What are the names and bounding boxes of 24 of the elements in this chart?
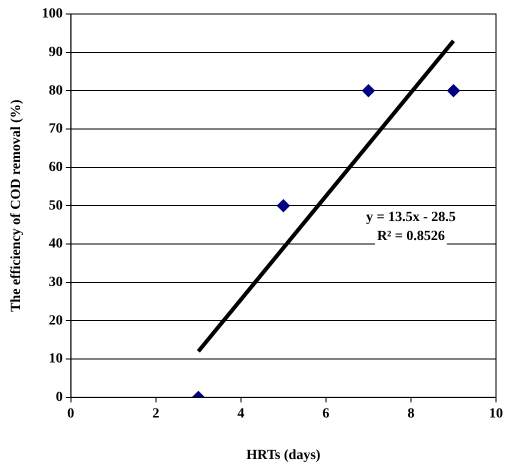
y-tick-label: 0	[56, 390, 63, 406]
x-tick-label: 2	[152, 406, 160, 422]
x-tick-label: 6	[322, 406, 330, 422]
y-tick-label: 90	[48, 44, 63, 60]
y-tick-label: 10	[48, 352, 63, 367]
y-tick-label: 60	[48, 160, 63, 175]
y-axis-title: The efficiency of COD removal (%)	[9, 99, 24, 312]
annotation: y = 13.5x - 28.5	[366, 210, 456, 225]
annotation: R² = 0.8526	[377, 228, 445, 244]
x-axis-title: HRTs (days)	[246, 448, 321, 464]
x-tick-label: 10	[489, 406, 503, 422]
y-tick-label: 50	[48, 198, 63, 214]
point	[446, 84, 460, 98]
y-tick-label: 70	[48, 122, 63, 137]
x-tick-label: 8	[407, 406, 414, 422]
point	[276, 199, 290, 212]
y-tick-label: 30	[48, 274, 63, 290]
y-tick-label: 20	[48, 313, 63, 328]
y-tick-label: 40	[48, 236, 63, 252]
x-tick-label: 0	[67, 406, 74, 422]
x-tick-label: 4	[237, 406, 244, 422]
y-tick-label: 80	[48, 83, 63, 98]
point	[362, 84, 375, 98]
y-tick-label: 100	[42, 6, 63, 22]
